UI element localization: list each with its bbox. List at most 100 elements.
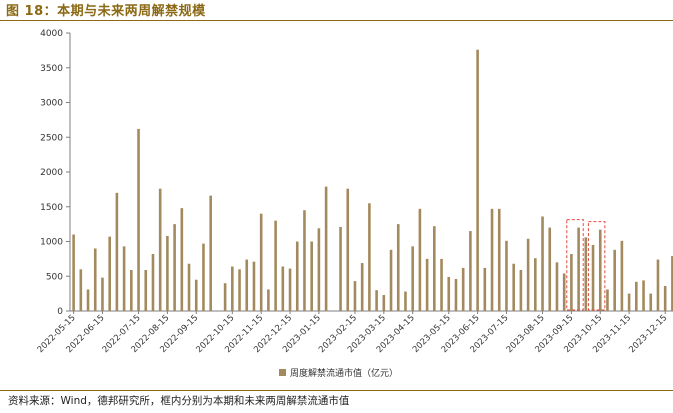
bar (375, 290, 378, 311)
bar (79, 269, 83, 311)
bar (288, 268, 292, 311)
y-tick-label: 4000 (40, 29, 63, 39)
bar (613, 249, 616, 311)
bar (469, 231, 472, 311)
bar (490, 208, 494, 311)
bar (454, 279, 458, 311)
x-tick-label: 2023-12-15 (627, 313, 669, 355)
source-note: 资料来源：Wind，德邦研究所，框内分别为本期和未来两周解禁流通市值 (8, 395, 350, 407)
bar (425, 258, 429, 311)
bar (519, 269, 523, 311)
y-tick-label: 2500 (40, 133, 63, 143)
y-tick-label: 500 (46, 272, 63, 282)
bar (137, 128, 140, 311)
bar (635, 281, 638, 311)
bar (108, 236, 111, 311)
bar (317, 228, 321, 311)
bar (584, 237, 588, 311)
bar (252, 261, 256, 311)
bar-chart: 050010001500200025003000350040002022-05-… (36, 29, 673, 379)
bar (346, 188, 350, 311)
bar (656, 259, 660, 311)
bar (202, 243, 205, 311)
bar (447, 276, 451, 311)
bar (259, 213, 263, 311)
legend-swatch (279, 369, 286, 376)
bar (209, 195, 212, 311)
bar (173, 224, 176, 311)
bar (151, 254, 155, 311)
bar (115, 192, 119, 311)
bar (591, 244, 595, 311)
bar (353, 281, 357, 311)
y-tick-label: 1500 (40, 203, 63, 213)
highlight-box (566, 219, 584, 311)
bar (368, 203, 371, 311)
bar (642, 280, 645, 311)
bar (101, 277, 104, 311)
bar (577, 227, 580, 311)
bar (627, 293, 631, 311)
bar (411, 246, 414, 311)
title-rule (0, 20, 673, 21)
bar (555, 262, 559, 311)
bar (389, 249, 393, 311)
bar (86, 289, 90, 311)
y-tick-label: 1000 (40, 238, 63, 248)
bar (649, 293, 653, 311)
bar (238, 269, 241, 311)
bar (93, 248, 97, 311)
bar (122, 246, 126, 311)
bar (180, 208, 184, 311)
bar (281, 266, 285, 311)
bar (194, 279, 198, 311)
bar (187, 263, 191, 311)
bar (130, 269, 133, 311)
highlight-box (587, 221, 606, 311)
bar (404, 291, 407, 311)
bar (461, 267, 465, 311)
y-tick-label: 0 (57, 307, 63, 317)
bar (671, 256, 673, 311)
bar (663, 285, 667, 311)
bar (606, 289, 609, 311)
bar (360, 263, 364, 311)
bar (396, 224, 400, 311)
bar (418, 208, 422, 311)
bar (72, 234, 75, 311)
bar (541, 216, 544, 311)
bar (303, 210, 306, 311)
y-tick-label: 2000 (40, 168, 63, 178)
bar (433, 226, 436, 311)
bar (267, 289, 270, 311)
bar (497, 208, 501, 311)
bar (245, 259, 249, 311)
bar (534, 258, 537, 311)
bar (512, 263, 515, 311)
bar (620, 240, 624, 311)
bar (570, 254, 573, 311)
bar (505, 240, 508, 311)
bar (339, 226, 342, 311)
bar (598, 229, 602, 311)
y-tick-label: 3500 (40, 64, 63, 74)
bar (483, 267, 487, 311)
bar (223, 283, 227, 311)
bar (166, 235, 169, 311)
bar (231, 266, 234, 311)
bar (324, 186, 328, 311)
legend-label: 周度解禁流通市值（亿元） (290, 367, 398, 379)
figure-title: 图 18：本期与未来两周解禁规模 (6, 4, 206, 19)
bar (562, 273, 566, 311)
y-tick-label: 3000 (40, 99, 63, 109)
source-rule (0, 390, 673, 391)
bar (526, 238, 530, 311)
bar (295, 241, 299, 311)
bar (440, 258, 443, 311)
bar (274, 220, 277, 311)
bar (310, 241, 313, 311)
bar (548, 227, 552, 311)
bar (144, 269, 148, 311)
bar (476, 49, 479, 312)
bar (382, 295, 386, 311)
